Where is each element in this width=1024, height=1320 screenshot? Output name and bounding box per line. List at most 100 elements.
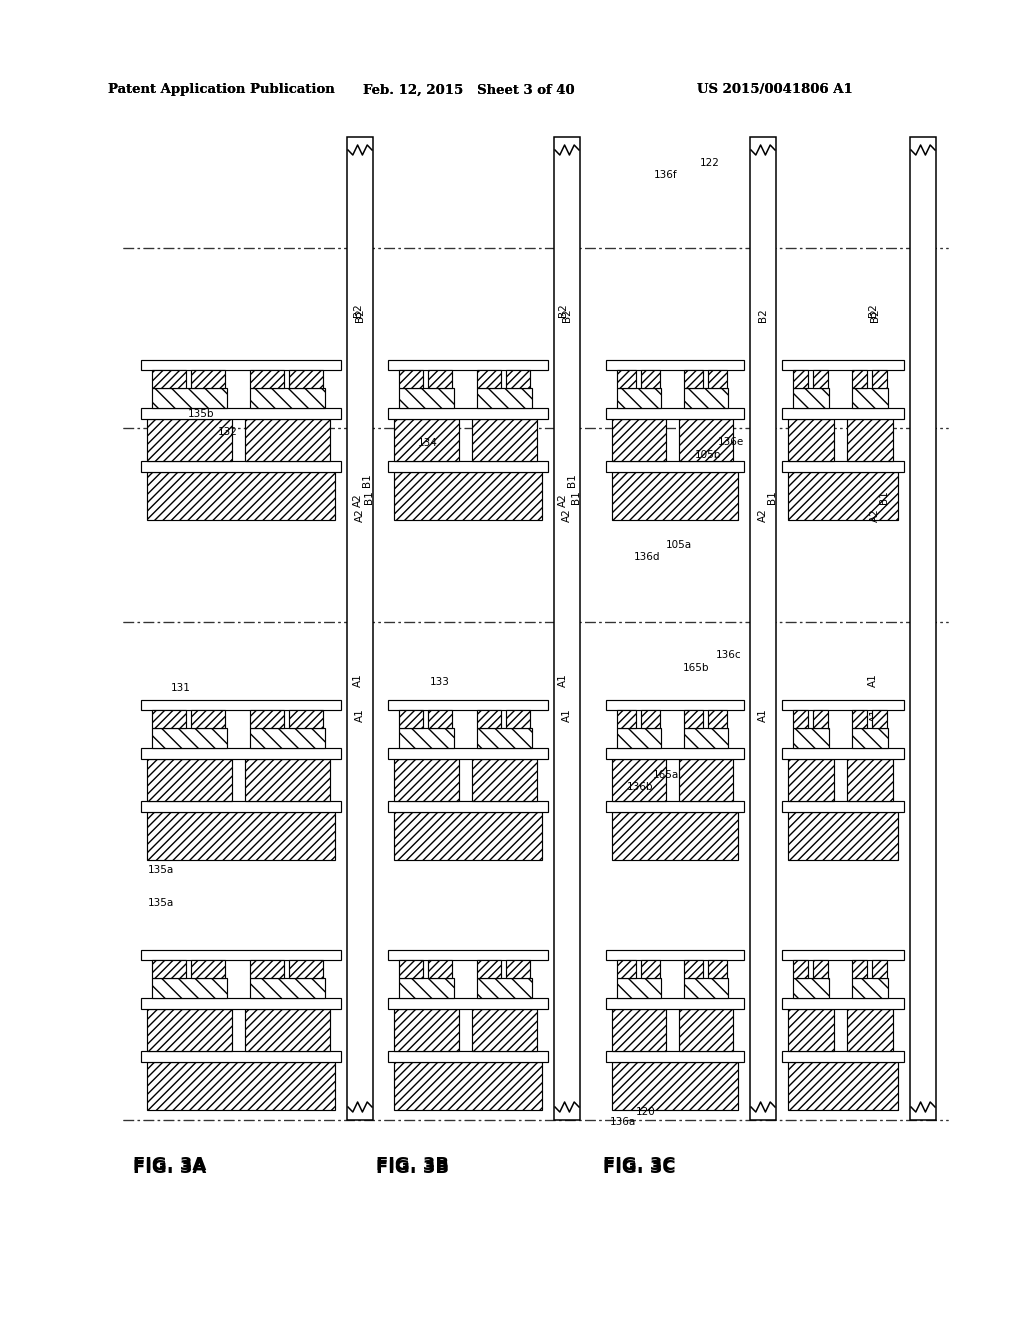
Polygon shape [399,710,423,729]
Polygon shape [617,960,636,978]
Polygon shape [606,360,744,370]
Text: Feb. 12, 2015   Sheet 3 of 40: Feb. 12, 2015 Sheet 3 of 40 [362,83,574,96]
Polygon shape [152,978,227,998]
Text: A2: A2 [758,508,768,521]
Polygon shape [388,700,548,710]
Polygon shape [394,1008,459,1051]
Polygon shape [782,801,904,812]
Text: A1: A1 [868,673,878,686]
Text: 122: 122 [700,158,720,168]
Polygon shape [152,960,186,978]
Polygon shape [708,370,727,388]
Polygon shape [852,388,888,408]
Polygon shape [428,960,452,978]
Polygon shape [612,759,666,801]
Text: 135a: 135a [148,898,174,908]
Polygon shape [152,388,227,408]
Polygon shape [872,960,887,978]
Polygon shape [147,812,335,861]
Polygon shape [191,370,225,388]
Polygon shape [394,473,542,520]
Polygon shape [793,978,829,998]
Text: 136b: 136b [627,781,653,792]
Polygon shape [141,700,341,710]
Text: A2: A2 [558,494,568,507]
Polygon shape [477,370,501,388]
Text: B2: B2 [870,308,880,322]
Polygon shape [152,729,227,748]
Polygon shape [813,960,828,978]
Polygon shape [289,960,323,978]
Polygon shape [477,729,532,748]
Polygon shape [289,710,323,729]
Polygon shape [788,418,834,461]
Polygon shape [750,137,776,1119]
Polygon shape [147,473,335,520]
Polygon shape [679,759,733,801]
Polygon shape [472,1008,537,1051]
Polygon shape [250,978,325,998]
Text: A2: A2 [353,494,362,507]
Polygon shape [250,960,284,978]
Polygon shape [641,960,660,978]
Polygon shape [708,710,727,729]
Polygon shape [606,950,744,960]
Polygon shape [684,710,703,729]
Polygon shape [141,461,341,473]
Polygon shape [147,1008,232,1051]
Text: A2: A2 [355,508,365,521]
Polygon shape [782,360,904,370]
Polygon shape [388,360,548,370]
Text: A2: A2 [870,508,880,521]
Polygon shape [684,729,728,748]
Polygon shape [428,370,452,388]
Polygon shape [813,710,828,729]
Polygon shape [399,978,454,998]
Polygon shape [250,370,284,388]
Polygon shape [782,1051,904,1063]
Polygon shape [245,418,330,461]
Polygon shape [347,137,373,1119]
Text: A1: A1 [355,708,365,722]
Polygon shape [813,370,828,388]
Polygon shape [472,759,537,801]
Polygon shape [606,461,744,473]
Polygon shape [477,978,532,998]
Polygon shape [852,960,867,978]
Text: 133: 133 [430,677,450,686]
Polygon shape [388,801,548,812]
Text: 131: 131 [171,682,190,693]
Polygon shape [399,370,423,388]
Polygon shape [612,1063,738,1110]
Polygon shape [399,960,423,978]
Text: A1: A1 [562,708,572,722]
Text: 136a: 136a [610,1117,636,1127]
Polygon shape [388,950,548,960]
Polygon shape [684,978,728,998]
Polygon shape [617,978,662,998]
Text: 132: 132 [218,426,238,437]
Polygon shape [617,710,636,729]
Polygon shape [394,812,542,861]
Polygon shape [852,370,867,388]
Polygon shape [852,729,888,748]
Polygon shape [872,370,887,388]
Polygon shape [782,700,904,710]
Text: FIG. 3A: FIG. 3A [133,1156,206,1173]
Polygon shape [708,960,727,978]
Polygon shape [782,461,904,473]
Polygon shape [250,729,325,748]
Text: 134: 134 [418,438,438,447]
Text: 136f: 136f [654,170,678,180]
Polygon shape [428,710,452,729]
Polygon shape [612,1008,666,1051]
Polygon shape [606,1051,744,1063]
Polygon shape [641,710,660,729]
Polygon shape [506,710,530,729]
Text: B1: B1 [567,473,577,487]
Polygon shape [399,729,454,748]
Polygon shape [477,960,501,978]
Polygon shape [141,1051,341,1063]
Polygon shape [617,370,636,388]
Text: Patent Application Publication: Patent Application Publication [108,83,335,96]
